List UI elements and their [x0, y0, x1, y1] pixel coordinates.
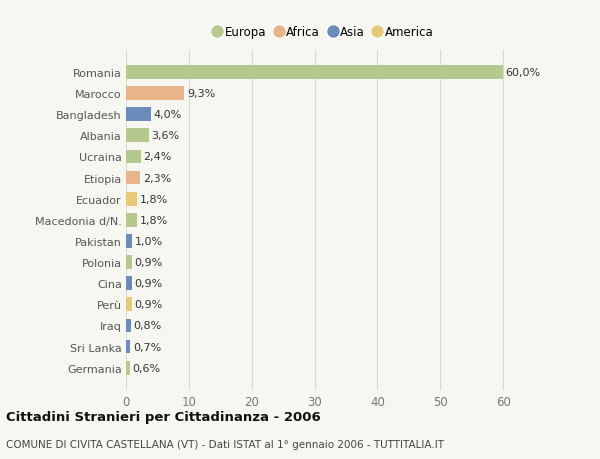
Text: 0,9%: 0,9%: [134, 257, 163, 268]
Bar: [126, 192, 137, 206]
Legend: Europa, Africa, Asia, America: Europa, Africa, Asia, America: [211, 22, 437, 42]
Bar: [126, 66, 503, 79]
Text: 0,9%: 0,9%: [134, 300, 163, 310]
Bar: [126, 129, 149, 143]
Bar: [126, 108, 151, 122]
Bar: [126, 87, 184, 101]
Text: 9,3%: 9,3%: [187, 89, 215, 99]
Bar: [126, 298, 131, 312]
Bar: [126, 150, 141, 164]
Bar: [126, 235, 132, 248]
Text: 0,6%: 0,6%: [132, 363, 160, 373]
Text: 1,8%: 1,8%: [140, 215, 168, 225]
Text: 4,0%: 4,0%: [154, 110, 182, 120]
Text: 1,8%: 1,8%: [140, 194, 168, 204]
Bar: [126, 213, 137, 227]
Text: 1,0%: 1,0%: [135, 236, 163, 246]
Bar: [126, 319, 131, 333]
Bar: [126, 361, 130, 375]
Text: Cittadini Stranieri per Cittadinanza - 2006: Cittadini Stranieri per Cittadinanza - 2…: [6, 410, 321, 423]
Text: 0,7%: 0,7%: [133, 342, 161, 352]
Text: COMUNE DI CIVITA CASTELLANA (VT) - Dati ISTAT al 1° gennaio 2006 - TUTTITALIA.IT: COMUNE DI CIVITA CASTELLANA (VT) - Dati …: [6, 440, 444, 449]
Bar: [126, 277, 131, 291]
Text: 2,4%: 2,4%: [143, 152, 172, 162]
Text: 0,9%: 0,9%: [134, 279, 163, 289]
Text: 60,0%: 60,0%: [506, 68, 541, 78]
Text: 0,8%: 0,8%: [134, 321, 162, 330]
Text: 3,6%: 3,6%: [151, 131, 179, 141]
Bar: [126, 256, 131, 269]
Text: 2,3%: 2,3%: [143, 173, 171, 183]
Bar: [126, 171, 140, 185]
Bar: [126, 340, 130, 353]
